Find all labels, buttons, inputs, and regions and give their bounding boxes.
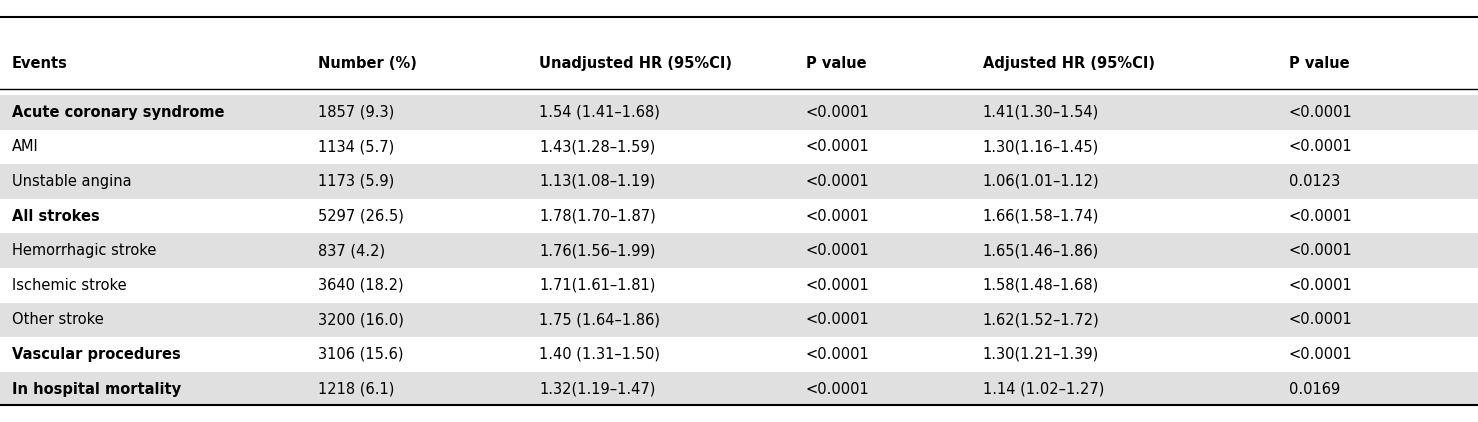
Text: Vascular procedures: Vascular procedures	[12, 347, 180, 362]
Text: 1.65(1.46–1.86): 1.65(1.46–1.86)	[983, 243, 1100, 258]
Text: 0.0123: 0.0123	[1289, 174, 1341, 189]
Text: 1.75 (1.64–1.86): 1.75 (1.64–1.86)	[539, 312, 661, 327]
Text: P value: P value	[1289, 56, 1349, 71]
Text: 1.40 (1.31–1.50): 1.40 (1.31–1.50)	[539, 347, 661, 362]
Text: 1.41(1.30–1.54): 1.41(1.30–1.54)	[983, 105, 1100, 120]
Text: <0.0001: <0.0001	[806, 312, 869, 327]
Text: <0.0001: <0.0001	[1289, 278, 1352, 293]
Bar	[0, 233, 1478, 268]
Text: 1.43(1.28–1.59): 1.43(1.28–1.59)	[539, 139, 656, 154]
Text: Number (%): Number (%)	[318, 56, 417, 71]
Text: Unadjusted HR (95%CI): Unadjusted HR (95%CI)	[539, 56, 733, 71]
Text: <0.0001: <0.0001	[806, 139, 869, 154]
Text: 1.13(1.08–1.19): 1.13(1.08–1.19)	[539, 174, 656, 189]
Text: Hemorrhagic stroke: Hemorrhagic stroke	[12, 243, 157, 258]
Text: 1.06(1.01–1.12): 1.06(1.01–1.12)	[983, 174, 1100, 189]
Text: 1857 (9.3): 1857 (9.3)	[318, 105, 395, 120]
Bar	[0, 303, 1478, 337]
Text: <0.0001: <0.0001	[1289, 347, 1352, 362]
Bar	[0, 372, 1478, 406]
Text: <0.0001: <0.0001	[1289, 139, 1352, 154]
Text: <0.0001: <0.0001	[806, 105, 869, 120]
Text: Other stroke: Other stroke	[12, 312, 103, 327]
Text: Unstable angina: Unstable angina	[12, 174, 132, 189]
Text: All strokes: All strokes	[12, 208, 99, 224]
Bar	[0, 95, 1478, 130]
Text: AMI: AMI	[12, 139, 38, 154]
Text: 837 (4.2): 837 (4.2)	[318, 243, 384, 258]
Text: 3640 (18.2): 3640 (18.2)	[318, 278, 403, 293]
Text: <0.0001: <0.0001	[806, 381, 869, 397]
Text: <0.0001: <0.0001	[1289, 105, 1352, 120]
Text: 1.30(1.16–1.45): 1.30(1.16–1.45)	[983, 139, 1100, 154]
Text: 1.76(1.56–1.99): 1.76(1.56–1.99)	[539, 243, 656, 258]
Text: 1134 (5.7): 1134 (5.7)	[318, 139, 395, 154]
Text: 1.78(1.70–1.87): 1.78(1.70–1.87)	[539, 208, 656, 224]
Text: <0.0001: <0.0001	[806, 347, 869, 362]
Text: 3106 (15.6): 3106 (15.6)	[318, 347, 403, 362]
Text: 3200 (16.0): 3200 (16.0)	[318, 312, 403, 327]
Text: 5297 (26.5): 5297 (26.5)	[318, 208, 403, 224]
Text: 1218 (6.1): 1218 (6.1)	[318, 381, 395, 397]
Text: 1.14 (1.02–1.27): 1.14 (1.02–1.27)	[983, 381, 1104, 397]
Text: 1.30(1.21–1.39): 1.30(1.21–1.39)	[983, 347, 1100, 362]
Text: Adjusted HR (95%CI): Adjusted HR (95%CI)	[983, 56, 1154, 71]
Text: 1.32(1.19–1.47): 1.32(1.19–1.47)	[539, 381, 656, 397]
Text: 1.54 (1.41–1.68): 1.54 (1.41–1.68)	[539, 105, 661, 120]
Text: Acute coronary syndrome: Acute coronary syndrome	[12, 105, 225, 120]
Text: 1173 (5.9): 1173 (5.9)	[318, 174, 395, 189]
Text: <0.0001: <0.0001	[806, 174, 869, 189]
Text: 1.62(1.52–1.72): 1.62(1.52–1.72)	[983, 312, 1100, 327]
Text: <0.0001: <0.0001	[806, 243, 869, 258]
Text: P value: P value	[806, 56, 866, 71]
Text: 1.66(1.58–1.74): 1.66(1.58–1.74)	[983, 208, 1100, 224]
Text: Events: Events	[12, 56, 68, 71]
Text: <0.0001: <0.0001	[1289, 208, 1352, 224]
Text: In hospital mortality: In hospital mortality	[12, 381, 180, 397]
Text: 1.58(1.48–1.68): 1.58(1.48–1.68)	[983, 278, 1100, 293]
Text: Ischemic stroke: Ischemic stroke	[12, 278, 127, 293]
Text: <0.0001: <0.0001	[806, 278, 869, 293]
Bar	[0, 164, 1478, 199]
Text: 0.0169: 0.0169	[1289, 381, 1341, 397]
Text: 1.71(1.61–1.81): 1.71(1.61–1.81)	[539, 278, 656, 293]
Text: <0.0001: <0.0001	[806, 208, 869, 224]
Text: <0.0001: <0.0001	[1289, 312, 1352, 327]
Text: <0.0001: <0.0001	[1289, 243, 1352, 258]
